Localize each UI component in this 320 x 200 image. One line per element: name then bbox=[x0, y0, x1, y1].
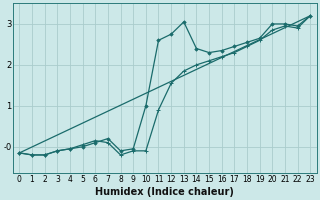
X-axis label: Humidex (Indice chaleur): Humidex (Indice chaleur) bbox=[95, 187, 234, 197]
